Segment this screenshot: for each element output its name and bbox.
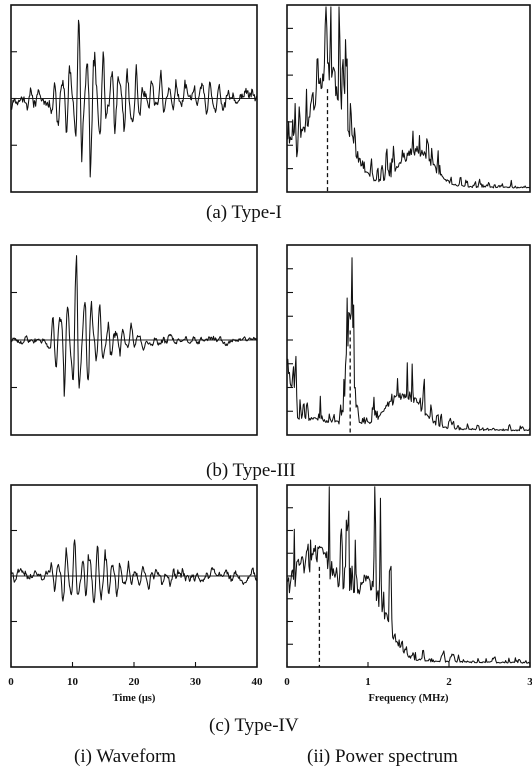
spectrum-trace [286, 486, 531, 664]
x-axis-title: Frequency (MHz) [369, 693, 449, 704]
chart-panel-a-waveform [10, 4, 258, 193]
caption-a: (a) Type-I [206, 202, 282, 223]
caption-power-spectrum: (ii) Power spectrum [307, 746, 458, 767]
x-tick-label: 40 [252, 676, 264, 688]
caption-c: (c) Type-IV [209, 715, 299, 736]
x-tick-label: 2 [446, 676, 452, 688]
spectrum-trace [286, 6, 531, 189]
x-tick-label: 20 [129, 676, 141, 688]
chart-panel-b-spectrum [286, 244, 531, 436]
spectrum-trace [286, 257, 531, 432]
x-tick-label: 0 [284, 676, 290, 688]
chart-panel-c-spectrum: 0 1 2 3 Frequency (MHz) [284, 484, 532, 704]
plot-frame [286, 4, 531, 193]
x-tick-label: 0 [8, 676, 14, 688]
panels: 0 10 20 30 40 Time (μs) 0 1 2 3 Frequency (MHz) [8, 4, 532, 704]
x-axis-title: Time (μs) [113, 693, 156, 704]
plot-frame [286, 484, 531, 668]
waveform-trace [10, 255, 258, 397]
caption-b: (b) Type-III [206, 460, 296, 481]
chart-panel-c-waveform: 0 10 20 30 40 Time (μs) [8, 484, 264, 704]
x-tick-label: 1 [365, 676, 371, 688]
x-tick-label: 30 [190, 676, 202, 688]
caption-waveform: (i) Waveform [74, 746, 176, 767]
plot-frame [10, 244, 258, 436]
x-tick-label: 10 [67, 676, 79, 688]
chart-panel-a-spectrum [286, 4, 531, 193]
chart-panel-b-waveform [10, 244, 258, 436]
x-tick-label: 3 [527, 676, 532, 688]
plot-frame [10, 4, 258, 193]
plot-frame [286, 244, 531, 436]
waveform-trace [10, 539, 258, 604]
waveform-trace [10, 19, 258, 178]
